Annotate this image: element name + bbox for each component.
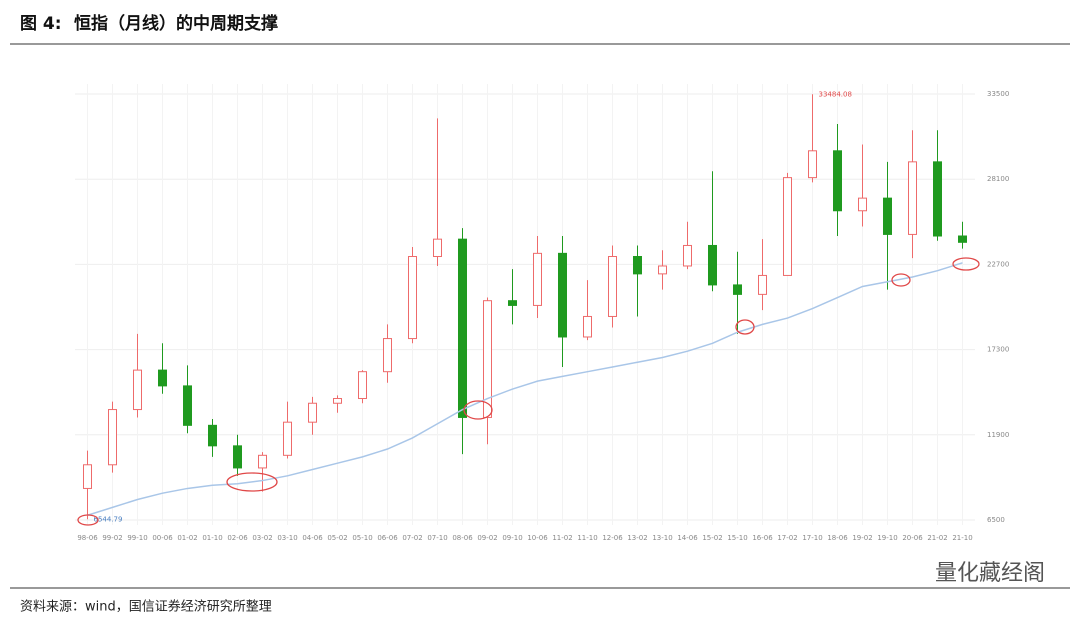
x-tick-label: 04-06 [302, 534, 323, 542]
candle-body [433, 238, 442, 258]
y-tick-label: 11900 [987, 431, 1009, 439]
highlight [226, 472, 278, 492]
x-tick-label: 03-10 [277, 534, 297, 542]
ma-line [87, 262, 963, 516]
candle-body [158, 369, 167, 387]
candle-body [483, 300, 492, 418]
candle-body [558, 252, 567, 338]
candle-body [408, 256, 417, 340]
x-tick-label: 12-06 [602, 534, 623, 542]
candle-body [958, 235, 967, 243]
x-tick-label: 11-02 [552, 534, 572, 542]
candle-body [783, 177, 792, 276]
candle-body [383, 338, 392, 373]
candle-body [333, 398, 342, 404]
x-tick-label: 15-10 [727, 534, 747, 542]
x-tick-label: 21-10 [952, 534, 972, 542]
highlight [952, 257, 980, 271]
x-tick-label: 05-10 [352, 534, 372, 542]
candle-body [533, 252, 542, 306]
watermark: 量化藏经阁 [935, 561, 1045, 586]
x-tick-label: 00-06 [152, 534, 173, 542]
x-tick-label: 99-10 [127, 534, 147, 542]
highlight [735, 319, 755, 335]
x-tick-label: 15-02 [702, 534, 722, 542]
x-tick-label: 10-06 [527, 534, 548, 542]
candle-body [733, 284, 742, 295]
candle-body [308, 402, 317, 423]
candle-body [258, 454, 267, 469]
x-tick-label: 20-06 [902, 534, 923, 542]
min-label: 6544.79 [94, 515, 123, 523]
x-tick-label: 11-10 [577, 534, 597, 542]
candle-body [133, 369, 142, 411]
highlights [77, 257, 980, 526]
highlight [463, 400, 493, 420]
x-tick-label: 02-06 [227, 534, 248, 542]
candle-body [883, 197, 892, 235]
x-tick-label: 07-10 [427, 534, 447, 542]
highlight [891, 273, 911, 287]
candle-body [908, 161, 917, 235]
x-tick-label: 19-10 [877, 534, 897, 542]
highlight [77, 514, 99, 526]
candle-body [208, 424, 217, 447]
x-tick-label: 18-06 [827, 534, 848, 542]
figure-number: 图 4: [20, 14, 62, 34]
candle-body [508, 300, 517, 306]
candle-body [83, 464, 92, 489]
candle-body [233, 445, 242, 469]
candle-body [808, 150, 817, 179]
x-tick-label: 03-02 [252, 534, 272, 542]
y-tick-label: 33500 [987, 90, 1009, 98]
x-tick-label: 14-06 [677, 534, 698, 542]
x-tick-label: 98-06 [77, 534, 98, 542]
x-tick-label: 17-02 [777, 534, 797, 542]
candle-body [933, 161, 942, 237]
x-tick-label: 08-06 [452, 534, 473, 542]
x-tick-label: 99-02 [102, 534, 122, 542]
candle-body [758, 274, 767, 295]
candle-body [658, 265, 667, 275]
figure-title: 恒指（月线）的中周期支撑 [74, 13, 278, 34]
x-tick-label: 01-10 [202, 534, 222, 542]
x-tick-label: 06-06 [377, 534, 398, 542]
y-tick-label: 28100 [987, 175, 1009, 183]
x-tick-label: 13-10 [652, 534, 672, 542]
candle-body [358, 371, 367, 400]
candle-body [683, 244, 692, 267]
x-tick-label: 01-02 [177, 534, 197, 542]
x-tick-label: 07-02 [402, 534, 422, 542]
candle-body [833, 150, 842, 212]
x-tick-label: 16-06 [752, 534, 773, 542]
candle-body [283, 421, 292, 456]
x-tick-label: 09-10 [502, 534, 522, 542]
y-tick-label: 22700 [987, 260, 1009, 268]
chart: 6500 11900 17300 22700 28100 33500 98-06 99-02 9… [75, 84, 1009, 542]
candle-body [583, 315, 592, 338]
candle-body [458, 238, 467, 418]
x-tick-label: 17-10 [802, 534, 822, 542]
x-tick-label: 05-02 [327, 534, 347, 542]
x-tick-label: 09-02 [477, 534, 497, 542]
y-tick-label: 17300 [987, 346, 1009, 354]
candle-body [108, 409, 117, 466]
x-tick-label: 19-02 [852, 534, 872, 542]
x-tick-label: 13-02 [627, 534, 647, 542]
candle-body [183, 385, 192, 426]
candle-body [608, 256, 617, 317]
candle-body [858, 197, 867, 212]
max-label: 33484.08 [819, 90, 852, 98]
source: 资料来源：wind，国信证券经济研究所整理 [20, 599, 272, 615]
y-tick-label: 6500 [987, 516, 1005, 524]
x-tick-label: 21-02 [927, 534, 947, 542]
candle-body [708, 244, 717, 286]
candle-body [633, 256, 642, 275]
